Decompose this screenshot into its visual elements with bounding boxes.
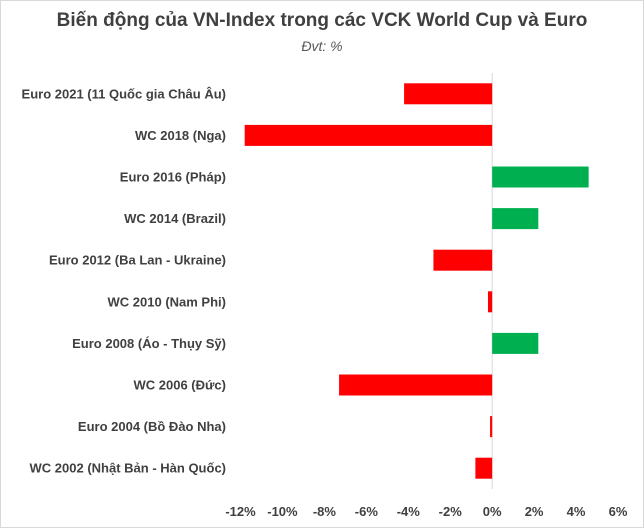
x-tick-label: 4% [567, 504, 586, 519]
bar [475, 457, 493, 479]
bar [492, 166, 589, 188]
category-label: Euro 2016 (Pháp) [120, 170, 226, 185]
category-label: WC 2006 (Đức) [134, 378, 227, 393]
x-tick-label: 0% [483, 504, 502, 519]
x-tick-label: 6% [609, 504, 628, 519]
category-label: WC 2002 (Nhật Bản - Hàn Quốc) [30, 461, 226, 476]
bar [490, 416, 493, 438]
x-tick-label: 2% [525, 504, 544, 519]
x-tick-label: -12% [225, 504, 256, 519]
x-tick-label: -8% [313, 504, 337, 519]
chart-subtitle: Đvt: % [301, 38, 343, 54]
category-label: Euro 2012 (Ba Lan - Ukraine) [49, 253, 226, 268]
category-label: WC 2010 (Nam Phi) [108, 294, 226, 309]
category-label: Euro 2004 (Bồ Đào Nha) [78, 419, 226, 434]
bar [492, 208, 539, 230]
category-label: Euro 2008 (Áo - Thụy Sỹ) [72, 336, 226, 351]
bar [487, 291, 493, 313]
x-tick-label: -2% [439, 504, 463, 519]
chart-title: Biến động của VN-Index trong các VCK Wor… [56, 10, 588, 31]
bar [404, 83, 493, 105]
category-label: WC 2014 (Brazil) [124, 211, 226, 226]
category-label: WC 2018 (Nga) [135, 128, 226, 143]
bar [244, 124, 493, 146]
bar [492, 332, 539, 354]
category-label: Euro 2021 (11 Quốc gia Châu Âu) [22, 86, 226, 101]
bar [433, 249, 493, 271]
x-tick-label: -10% [267, 504, 298, 519]
x-tick-label: -6% [355, 504, 379, 519]
bar [339, 374, 493, 396]
x-tick-label: -4% [397, 504, 421, 519]
